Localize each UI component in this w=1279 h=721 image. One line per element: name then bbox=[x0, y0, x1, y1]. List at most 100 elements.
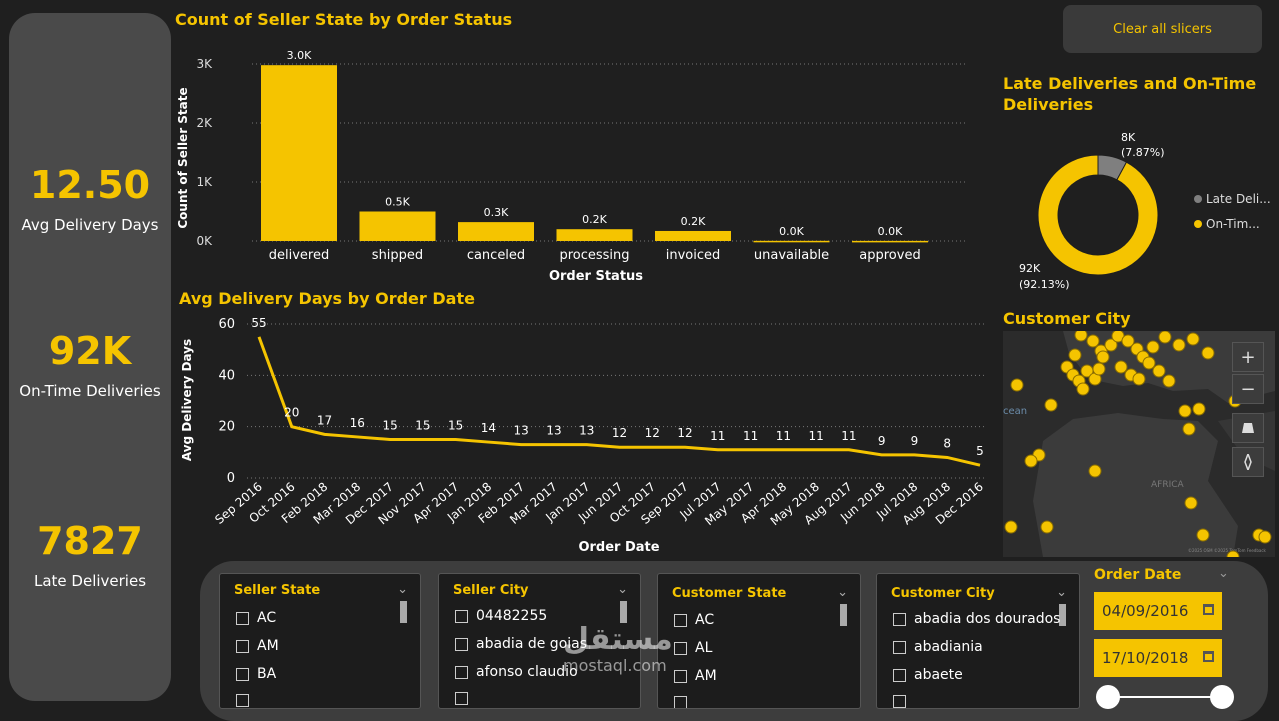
list-item[interactable]: AL bbox=[674, 640, 712, 656]
clear-all-slicers-button[interactable]: Clear all slicers bbox=[1063, 5, 1262, 53]
customer-state-slicer[interactable]: Customer State ⌄ AC AL AM bbox=[657, 573, 861, 709]
data-label: 15 bbox=[382, 419, 397, 433]
list-item-label: abadia de goias bbox=[476, 636, 588, 652]
list-item[interactable]: AM bbox=[236, 638, 279, 654]
avg-delivery-days-label: Avg Delivery Days bbox=[21, 216, 159, 234]
seller-state-slicer[interactable]: Seller State ⌄ AC AM BA bbox=[219, 573, 421, 709]
list-item[interactable]: AC bbox=[236, 610, 276, 626]
map-title: Customer City bbox=[1003, 309, 1131, 328]
bar-chart: 0K 1K 2K 3K 3.0K delivered 0.5K shipped 0.3K canc… bbox=[176, 49, 968, 284]
list-item[interactable]: abadia de goias bbox=[455, 636, 587, 652]
data-label: 11 bbox=[808, 429, 823, 443]
seller-city-slicer[interactable]: Seller City ⌄ 04482255 abadia de goias a… bbox=[438, 573, 641, 709]
map-point bbox=[1010, 378, 1024, 392]
scrollbar[interactable] bbox=[620, 601, 627, 623]
checkbox[interactable] bbox=[236, 639, 249, 653]
checkbox[interactable] bbox=[674, 669, 687, 683]
start-date-input[interactable]: 04/09/2016 bbox=[1094, 592, 1222, 630]
chevron-down-icon[interactable]: ⌄ bbox=[1218, 566, 1229, 581]
checkbox[interactable] bbox=[236, 667, 249, 681]
customer-state-slicer-title: Customer State bbox=[672, 586, 787, 601]
map-point bbox=[1121, 334, 1135, 348]
list-item[interactable]: BA bbox=[236, 666, 276, 682]
customer-city-slicer[interactable]: Customer City ⌄ abadia dos dourados abad… bbox=[876, 573, 1080, 709]
list-item-partial[interactable] bbox=[893, 695, 906, 708]
scrollbar[interactable] bbox=[400, 601, 407, 623]
list-item-partial[interactable] bbox=[674, 696, 687, 708]
chevron-down-icon[interactable]: ⌄ bbox=[397, 582, 408, 597]
data-label: 9 bbox=[911, 434, 919, 448]
list-item[interactable]: afonso claudio bbox=[455, 664, 578, 680]
plus-icon: + bbox=[1240, 346, 1256, 368]
date-range-end-handle[interactable] bbox=[1210, 685, 1234, 709]
zoom-out-button[interactable]: − bbox=[1232, 374, 1264, 404]
order-date-slicer-title: Order Date bbox=[1094, 567, 1182, 583]
list-item[interactable]: 04482255 bbox=[455, 608, 547, 624]
list-item[interactable]: abadia dos dourados bbox=[893, 611, 1060, 627]
scrollbar[interactable] bbox=[840, 604, 847, 626]
checkbox[interactable] bbox=[455, 665, 468, 679]
data-label: 13 bbox=[546, 424, 561, 438]
y-tick-label: 40 bbox=[218, 368, 235, 383]
list-item[interactable]: abadiania bbox=[893, 639, 983, 655]
tilt-icon bbox=[1242, 423, 1254, 433]
list-item[interactable]: AC bbox=[674, 612, 714, 628]
data-label: 16 bbox=[350, 416, 365, 430]
checkbox[interactable] bbox=[236, 694, 249, 707]
map-point bbox=[1184, 496, 1198, 510]
bar-data-label: 0.2K bbox=[582, 213, 607, 226]
end-date-input[interactable]: 17/10/2018 bbox=[1094, 639, 1222, 677]
date-range-start-handle[interactable] bbox=[1096, 685, 1120, 709]
chevron-down-icon[interactable]: ⌄ bbox=[1056, 585, 1067, 600]
bar-data-label: 3.0K bbox=[287, 49, 312, 62]
x-axis-label: Order Status bbox=[549, 269, 643, 284]
bar-data-label: 0.0K bbox=[878, 225, 903, 238]
customer-city-map[interactable]: cean AFRICA ©2025 OSM ©2025 TomTom Feedb… bbox=[1003, 331, 1275, 557]
checkbox[interactable] bbox=[674, 641, 687, 655]
tilt-button[interactable] bbox=[1232, 413, 1264, 443]
list-item-partial[interactable] bbox=[455, 692, 468, 705]
checkbox[interactable] bbox=[455, 609, 468, 623]
calendar-icon[interactable] bbox=[1203, 604, 1214, 615]
bar bbox=[852, 240, 928, 243]
zoom-in-button[interactable]: + bbox=[1232, 342, 1264, 372]
donut-slice bbox=[1037, 154, 1159, 276]
seller-city-slicer-title: Seller City bbox=[453, 583, 529, 598]
checkbox[interactable] bbox=[455, 637, 468, 651]
list-item-partial[interactable] bbox=[236, 694, 249, 707]
compass-button[interactable] bbox=[1232, 447, 1264, 477]
legend-late-label: Late Deli... bbox=[1206, 192, 1271, 206]
compass-icon bbox=[1244, 454, 1252, 470]
chevron-down-icon[interactable]: ⌄ bbox=[837, 585, 848, 600]
x-tick-label: delivered bbox=[269, 248, 329, 263]
data-label: 11 bbox=[776, 429, 791, 443]
checkbox[interactable] bbox=[893, 695, 906, 708]
scrollbar[interactable] bbox=[1059, 604, 1066, 626]
checkbox[interactable] bbox=[236, 611, 249, 625]
data-label: 17 bbox=[317, 413, 332, 427]
checkbox[interactable] bbox=[674, 696, 687, 708]
list-item[interactable]: abaete bbox=[893, 667, 963, 683]
bar bbox=[359, 211, 436, 241]
checkbox[interactable] bbox=[893, 640, 906, 654]
list-item-label: abaete bbox=[914, 667, 963, 683]
checkbox[interactable] bbox=[893, 612, 906, 626]
list-item[interactable]: AM bbox=[674, 668, 717, 684]
chevron-down-icon[interactable]: ⌄ bbox=[617, 582, 628, 597]
bar bbox=[655, 230, 731, 241]
map-point bbox=[1096, 350, 1110, 364]
checkbox[interactable] bbox=[893, 668, 906, 682]
checkbox[interactable] bbox=[674, 613, 687, 627]
legend-ontime[interactable]: On-Tim... bbox=[1194, 217, 1260, 231]
data-label: 14 bbox=[481, 421, 496, 435]
data-label: 5 bbox=[976, 444, 984, 458]
map-point bbox=[1092, 362, 1106, 376]
map-point bbox=[1192, 402, 1206, 416]
y-tick-label: 0 bbox=[227, 471, 235, 486]
watermark-latin: mostaql.com bbox=[563, 656, 667, 675]
legend-late[interactable]: Late Deli... bbox=[1194, 192, 1271, 206]
checkbox[interactable] bbox=[455, 692, 468, 705]
calendar-icon[interactable] bbox=[1203, 651, 1214, 662]
x-tick-label: canceled bbox=[467, 248, 525, 263]
